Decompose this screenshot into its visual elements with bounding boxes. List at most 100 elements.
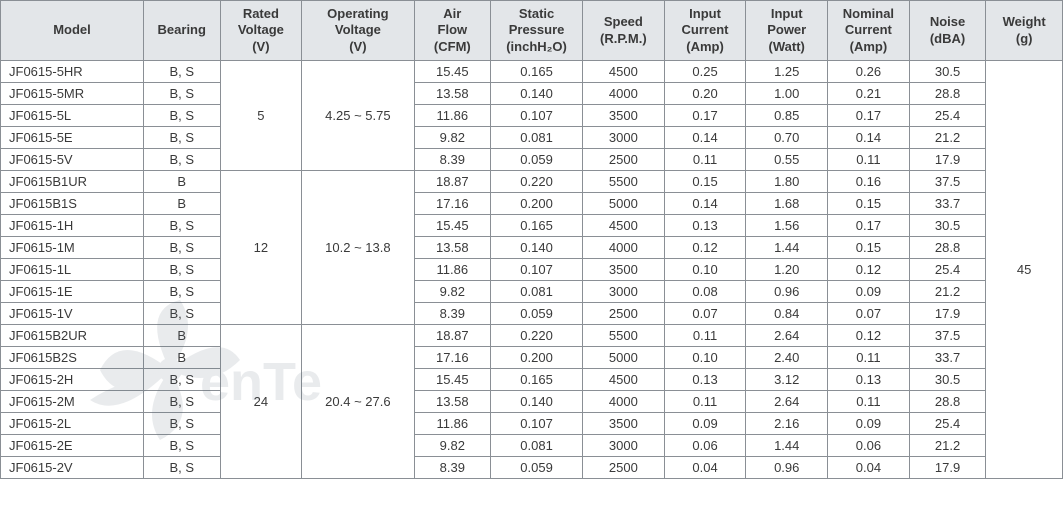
cell-speed: 5500 [583, 171, 665, 193]
cell-bearing: B, S [143, 303, 220, 325]
cell-bearing: B, S [143, 105, 220, 127]
table-row: JF0615-2MB, S13.580.14040000.112.640.112… [1, 391, 1063, 413]
cell-nominal-current: 0.14 [828, 127, 910, 149]
cell-input-power: 0.96 [746, 457, 828, 479]
col-header-rated_voltage: RatedVoltage(V) [220, 1, 302, 61]
cell-air_flow: 17.16 [414, 347, 491, 369]
cell-input-power: 2.64 [746, 391, 828, 413]
cell-nominal-current: 0.15 [828, 193, 910, 215]
cell-air_flow: 18.87 [414, 171, 491, 193]
cell-model: JF0615B1S [1, 193, 144, 215]
cell-input-current: 0.10 [664, 259, 746, 281]
cell-rated-voltage: 5 [220, 61, 302, 171]
cell-input-power: 1.80 [746, 171, 828, 193]
cell-static-pressure: 0.220 [491, 171, 583, 193]
cell-bearing: B, S [143, 435, 220, 457]
cell-speed: 4500 [583, 369, 665, 391]
cell-input-current: 0.08 [664, 281, 746, 303]
cell-input-current: 0.20 [664, 83, 746, 105]
table-row: JF0615-1MB, S13.580.14040000.121.440.152… [1, 237, 1063, 259]
cell-air_flow: 9.82 [414, 127, 491, 149]
cell-input-current: 0.10 [664, 347, 746, 369]
cell-speed: 2500 [583, 149, 665, 171]
cell-bearing: B, S [143, 61, 220, 83]
cell-model: JF0615-2E [1, 435, 144, 457]
cell-air_flow: 17.16 [414, 193, 491, 215]
cell-model: JF0615-5E [1, 127, 144, 149]
cell-noise: 17.9 [909, 149, 986, 171]
cell-air_flow: 11.86 [414, 413, 491, 435]
table-row: JF0615B1SB17.160.20050000.141.680.1533.7 [1, 193, 1063, 215]
table-header-row: ModelBearingRatedVoltage(V)OperatingVolt… [1, 1, 1063, 61]
cell-static-pressure: 0.081 [491, 435, 583, 457]
cell-input-power: 3.12 [746, 369, 828, 391]
table-row: JF0615-2VB, S8.390.05925000.040.960.0417… [1, 457, 1063, 479]
cell-input-current: 0.25 [664, 61, 746, 83]
cell-air_flow: 8.39 [414, 303, 491, 325]
cell-bearing: B, S [143, 83, 220, 105]
cell-bearing: B, S [143, 259, 220, 281]
cell-static-pressure: 0.107 [491, 105, 583, 127]
cell-air_flow: 15.45 [414, 61, 491, 83]
table-row: JF0615B2SB17.160.20050000.102.400.1133.7 [1, 347, 1063, 369]
cell-nominal-current: 0.12 [828, 325, 910, 347]
cell-nominal-current: 0.15 [828, 237, 910, 259]
cell-bearing: B, S [143, 149, 220, 171]
cell-bearing: B, S [143, 215, 220, 237]
cell-input-current: 0.11 [664, 391, 746, 413]
cell-air_flow: 18.87 [414, 325, 491, 347]
cell-speed: 4000 [583, 83, 665, 105]
cell-input-power: 1.00 [746, 83, 828, 105]
cell-nominal-current: 0.17 [828, 215, 910, 237]
cell-air_flow: 11.86 [414, 259, 491, 281]
cell-noise: 37.5 [909, 325, 986, 347]
cell-noise: 28.8 [909, 237, 986, 259]
table-row: JF0615-5VB, S8.390.05925000.110.550.1117… [1, 149, 1063, 171]
cell-bearing: B, S [143, 457, 220, 479]
cell-model: JF0615-5HR [1, 61, 144, 83]
cell-bearing: B [143, 171, 220, 193]
cell-static-pressure: 0.200 [491, 347, 583, 369]
cell-air_flow: 8.39 [414, 149, 491, 171]
cell-speed: 3000 [583, 127, 665, 149]
cell-input-current: 0.13 [664, 369, 746, 391]
cell-air_flow: 11.86 [414, 105, 491, 127]
col-header-bearing: Bearing [143, 1, 220, 61]
table-body: JF0615-5HRB, S54.25 ~ 5.7515.450.1654500… [1, 61, 1063, 479]
table-row: JF0615-2LB, S11.860.10735000.092.160.092… [1, 413, 1063, 435]
cell-model: JF0615-5L [1, 105, 144, 127]
cell-noise: 17.9 [909, 457, 986, 479]
cell-speed: 3000 [583, 281, 665, 303]
cell-air_flow: 13.58 [414, 237, 491, 259]
cell-speed: 3000 [583, 435, 665, 457]
cell-model: JF0615-1V [1, 303, 144, 325]
cell-model: JF0615-2L [1, 413, 144, 435]
cell-rated-voltage: 12 [220, 171, 302, 325]
cell-noise: 21.2 [909, 127, 986, 149]
cell-input-power: 0.84 [746, 303, 828, 325]
cell-static-pressure: 0.059 [491, 303, 583, 325]
cell-static-pressure: 0.107 [491, 259, 583, 281]
cell-speed: 4500 [583, 61, 665, 83]
cell-input-power: 0.70 [746, 127, 828, 149]
cell-air_flow: 15.45 [414, 369, 491, 391]
cell-model: JF0615-2M [1, 391, 144, 413]
col-header-input_power: InputPower(Watt) [746, 1, 828, 61]
cell-bearing: B, S [143, 127, 220, 149]
cell-noise: 30.5 [909, 215, 986, 237]
table-row: JF0615-2HB, S15.450.16545000.133.120.133… [1, 369, 1063, 391]
cell-nominal-current: 0.11 [828, 149, 910, 171]
cell-air_flow: 9.82 [414, 281, 491, 303]
cell-weight: 45 [986, 61, 1063, 479]
spec-table: ModelBearingRatedVoltage(V)OperatingVolt… [0, 0, 1063, 479]
cell-static-pressure: 0.165 [491, 215, 583, 237]
cell-input-current: 0.17 [664, 105, 746, 127]
cell-noise: 25.4 [909, 105, 986, 127]
col-header-model: Model [1, 1, 144, 61]
table-row: JF0615B1URB1210.2 ~ 13.818.870.22055000.… [1, 171, 1063, 193]
cell-input-current: 0.11 [664, 325, 746, 347]
cell-static-pressure: 0.140 [491, 391, 583, 413]
cell-noise: 33.7 [909, 193, 986, 215]
cell-bearing: B, S [143, 369, 220, 391]
cell-input-power: 0.85 [746, 105, 828, 127]
